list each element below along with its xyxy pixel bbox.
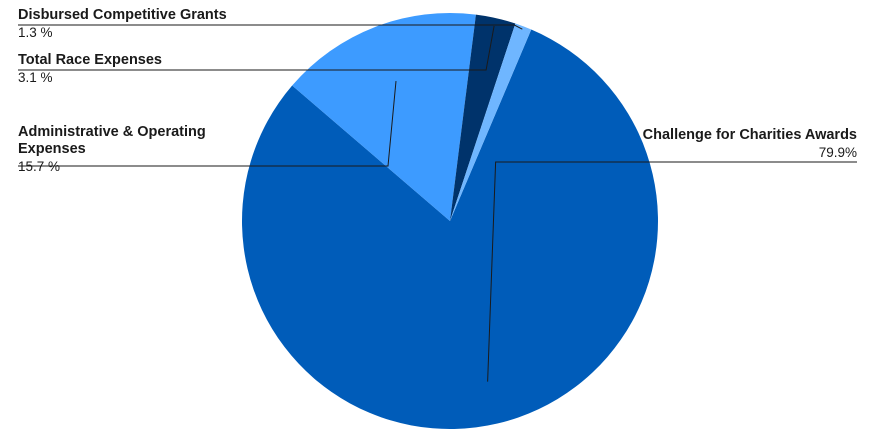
pie-slice-total-race-expenses	[450, 14, 516, 221]
leader-line	[18, 24, 523, 30]
leader-line	[18, 25, 495, 71]
pie-slice-administrative-operating-expenses	[292, 12, 476, 221]
slice-label-value: 3.1 %	[18, 70, 53, 85]
label-administrative-operating: Administrative & Operating Expenses 15.7…	[18, 124, 258, 175]
pie-slice-disbursed-competitive-grants	[450, 23, 532, 221]
leader-line	[487, 161, 857, 382]
slice-label-value: 1.3 %	[18, 25, 53, 40]
slice-label-value: 79.9%	[818, 145, 857, 160]
slice-label-name: Disbursed Competitive Grants	[18, 7, 227, 23]
slice-label-name: Administrative & Operating Expenses	[18, 124, 206, 157]
slice-label-name: Total Race Expenses	[18, 52, 162, 68]
pie-slice-challenge-for-charities-awards	[242, 29, 659, 429]
pie-slices	[242, 12, 659, 429]
label-disbursed-competitive-grants: Disbursed Competitive Grants 1.3 %	[18, 7, 318, 41]
leader-line	[18, 81, 397, 167]
label-total-race-expenses: Total Race Expenses 3.1 %	[18, 52, 278, 86]
slice-label-name: Challenge for Charities Awards	[642, 127, 857, 143]
slice-label-value: 15.7 %	[18, 159, 61, 174]
label-challenge-for-charities: Challenge for Charities Awards 79.9%	[560, 127, 857, 161]
label-leader-lines	[18, 24, 857, 382]
